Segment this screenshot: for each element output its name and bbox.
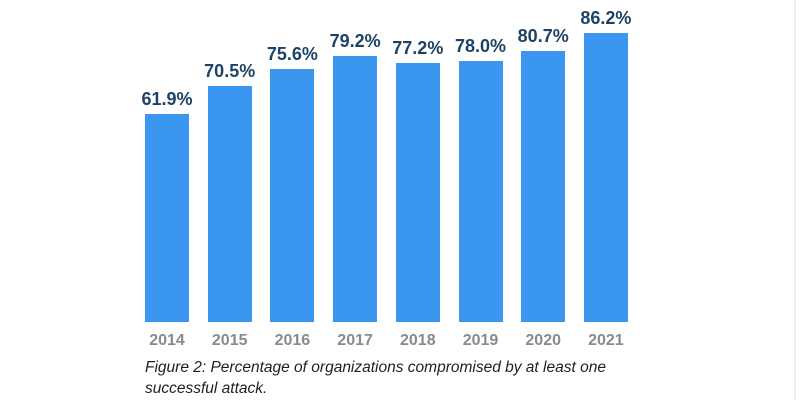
bar-group-2018: 77.2% 2018 bbox=[392, 0, 443, 348]
bar-group-2020: 80.7% 2020 bbox=[518, 0, 569, 348]
bar-value-label: 79.2% bbox=[329, 31, 381, 52]
x-axis-tick-label: 2019 bbox=[462, 332, 499, 349]
bar-2017 bbox=[333, 56, 378, 322]
x-axis-tick-label: 2014 bbox=[149, 332, 185, 349]
bar-value-label: 77.2% bbox=[392, 38, 444, 59]
bar-2018 bbox=[395, 63, 440, 322]
bar-value-label: 86.2% bbox=[580, 8, 632, 28]
x-axis-tick-label: 2015 bbox=[211, 332, 248, 349]
figure-caption: Figure 2: Percentage of organizations co… bbox=[145, 357, 615, 399]
bar-value-label: 80.7% bbox=[517, 26, 569, 47]
x-axis-tick-label: 2016 bbox=[274, 332, 311, 349]
bar-chart: 61.9% 2014 70.5% 2015 75.6% 2016 79.2% 2017 77.2… bbox=[141, 0, 635, 349]
bar-2014 bbox=[145, 114, 189, 322]
bar-group-2016: 75.6% 2016 bbox=[267, 0, 318, 349]
bar-group-2014: 61.9% 2014 bbox=[141, 0, 192, 348]
bar-2020 bbox=[521, 51, 566, 322]
x-axis-tick-label: 2018 bbox=[400, 332, 436, 349]
bar-group-2019: 78.0% 2019 bbox=[455, 0, 506, 349]
bar-value-label: 70.5% bbox=[204, 60, 256, 81]
bar-group-2017: 79.2% 2017 bbox=[330, 0, 381, 348]
bar-group-2015: 70.5% 2015 bbox=[204, 0, 255, 349]
right-edge-divider bbox=[794, 0, 796, 400]
bar-2021 bbox=[583, 33, 628, 322]
bar-value-label: 78.0% bbox=[454, 35, 507, 56]
figure-caption-line2: successful attack. bbox=[145, 380, 268, 397]
figure-caption-line1: Figure 2: Percentage of organizations co… bbox=[145, 359, 606, 376]
bar-group-2021: 86.2% 2021 bbox=[580, 0, 631, 349]
bar-2019 bbox=[458, 60, 503, 322]
x-axis-tick-label: 2020 bbox=[525, 332, 561, 349]
bar-value-label: 61.9% bbox=[141, 89, 193, 110]
bar-value-label: 75.6% bbox=[266, 43, 318, 64]
x-axis-tick-label: 2021 bbox=[588, 332, 624, 349]
bar-2015 bbox=[207, 85, 252, 322]
bar-2016 bbox=[270, 68, 315, 322]
x-axis-tick-label: 2017 bbox=[337, 332, 373, 349]
